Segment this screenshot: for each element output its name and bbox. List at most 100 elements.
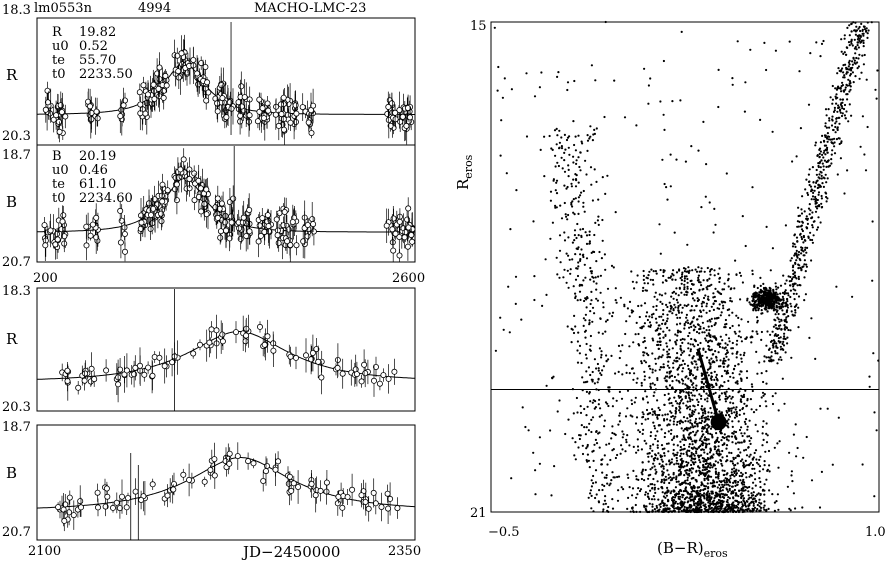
cmd-star	[722, 307, 725, 310]
data-point	[287, 119, 294, 126]
cmd-star	[652, 495, 655, 498]
cmd-star	[690, 337, 693, 341]
cmd-star	[745, 454, 749, 457]
data-point	[309, 349, 316, 356]
cmd-star	[760, 312, 763, 315]
cmd-star	[731, 460, 734, 463]
cmd-star	[634, 396, 637, 399]
cmd-star	[700, 448, 703, 451]
cmd-star	[733, 430, 736, 433]
cmd-star	[664, 432, 667, 435]
cmd-star	[717, 507, 720, 510]
data-point	[149, 372, 156, 379]
cmd-star	[728, 395, 731, 398]
cmd-star	[696, 425, 699, 428]
cmd-star	[803, 259, 807, 262]
cmd-star	[774, 293, 777, 296]
cmd-star	[729, 326, 732, 330]
cmd-star	[690, 467, 693, 470]
data-point	[293, 242, 300, 249]
cmd-star	[686, 281, 689, 284]
cmd-star	[652, 305, 655, 308]
cmd-star	[794, 311, 797, 314]
cmd-star	[692, 283, 695, 286]
cmd-star	[817, 193, 820, 196]
cmd-star	[842, 71, 845, 74]
cmd-star	[854, 75, 857, 78]
cmd-star	[636, 445, 640, 448]
cmd-star	[746, 428, 749, 431]
cmd-star	[663, 435, 666, 439]
cmd-star	[833, 137, 836, 140]
cmd-star	[812, 181, 815, 184]
cmd-star	[711, 353, 714, 356]
cmd-star	[700, 397, 703, 400]
cmd-star	[763, 291, 766, 294]
cmd-star	[721, 339, 724, 342]
cmd-star	[776, 316, 779, 319]
cmd-star	[796, 284, 799, 287]
cmd-star	[669, 410, 672, 413]
cmd-star	[661, 414, 664, 417]
cmd-star	[694, 268, 697, 271]
cmd-star	[708, 270, 712, 273]
cmd-star	[641, 473, 644, 476]
cmd-star	[661, 499, 664, 502]
cmd-star	[669, 461, 672, 464]
cmd-star	[688, 326, 691, 329]
cmd-star	[766, 298, 769, 301]
cmd-star	[724, 353, 727, 356]
cmd-star	[803, 263, 806, 266]
cmd-star	[676, 329, 680, 332]
cmd-star	[809, 209, 812, 212]
cmd-star	[747, 490, 750, 493]
cmd-star	[713, 361, 716, 364]
cmd-star	[666, 413, 669, 416]
cmd-star	[725, 444, 729, 447]
cmd-star	[658, 368, 661, 371]
cmd-star	[682, 350, 686, 353]
cmd-star	[625, 371, 628, 374]
cmd-star	[856, 67, 859, 70]
data-point	[404, 243, 411, 250]
cmd-star	[836, 72, 839, 75]
cmd-star	[790, 279, 793, 282]
cmd-star	[703, 410, 706, 413]
data-point	[299, 104, 306, 111]
cmd-star	[777, 296, 780, 299]
cmd-star	[742, 483, 746, 486]
cmd-star	[853, 38, 856, 41]
cmd-star	[715, 373, 718, 376]
param-value: 0.52	[79, 39, 108, 54]
cmd-star	[758, 295, 761, 298]
cmd-star	[867, 29, 870, 32]
cmd-star	[691, 343, 695, 346]
cmd-star	[687, 334, 690, 338]
cmd-star	[728, 314, 731, 317]
data-point	[392, 109, 399, 116]
cmd-star	[674, 486, 678, 489]
data-point	[293, 110, 300, 117]
cmd-star	[642, 269, 645, 273]
cmd-star	[758, 501, 761, 504]
cmd-star	[701, 419, 704, 422]
cmd-star	[739, 493, 742, 496]
cmd-star	[820, 159, 823, 162]
cmd-star	[758, 470, 761, 473]
cmd-star	[753, 284, 756, 287]
cmd-star	[685, 453, 688, 456]
cmd-star	[778, 440, 781, 443]
cmd-star	[658, 503, 661, 506]
data-point	[138, 219, 145, 226]
cmd-star	[680, 363, 683, 366]
data-point	[262, 468, 269, 475]
cmd-star	[768, 303, 771, 306]
data-point	[155, 85, 162, 92]
cmd-star	[635, 496, 638, 499]
cmd-star	[755, 458, 758, 461]
cmd-star	[687, 347, 690, 350]
cmd-star	[704, 294, 707, 297]
data-point	[362, 498, 369, 505]
data-point	[270, 347, 277, 354]
data-point	[226, 450, 233, 457]
